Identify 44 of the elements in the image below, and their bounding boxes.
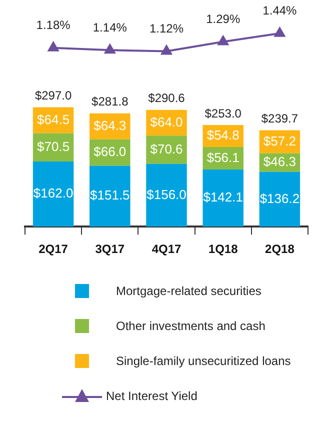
total-label: $297.0 — [34, 88, 72, 103]
legend-label: Single-family unsecuritized loans — [116, 354, 291, 368]
data-label: $66.0 — [94, 144, 126, 160]
data-label: $64.5 — [37, 112, 70, 127]
x-tick-label: 1Q18 — [208, 242, 238, 256]
total-label: $290.6 — [148, 91, 186, 106]
total-label: $239.7 — [261, 112, 298, 126]
bar — [32, 162, 74, 227]
legend-label: Mortgage-related securities — [116, 284, 262, 298]
point — [48, 42, 59, 52]
bar — [146, 164, 187, 227]
x-tick-label: 2Q18 — [265, 242, 295, 256]
total-label: $281.8 — [92, 94, 129, 109]
data-label: $151.5 — [90, 188, 130, 203]
x-tick-label: 4Q17 — [152, 242, 182, 256]
data-label: 1.12% — [149, 22, 184, 36]
data-label: $64.3 — [94, 118, 126, 133]
data-label: $142.1 — [203, 190, 243, 205]
data-label: $136.2 — [260, 190, 300, 206]
legend-label: Net Interest Yield — [106, 388, 198, 402]
point — [161, 45, 172, 55]
bar — [259, 172, 300, 227]
data-label: $54.8 — [206, 128, 240, 143]
point — [218, 36, 228, 46]
data-label: $70.5 — [37, 138, 70, 154]
x-tick-label: 2Q17 — [38, 242, 68, 256]
data-label: 1.18% — [36, 18, 71, 32]
data-label: $70.6 — [150, 141, 183, 156]
legend-label: Other investments and cash — [116, 318, 266, 332]
point — [274, 27, 286, 37]
data-label: 1.44% — [262, 4, 298, 18]
data-label: 1.14% — [92, 20, 128, 34]
data-label: 1.29% — [206, 12, 240, 26]
data-label: $57.2 — [263, 133, 296, 148]
bar — [90, 166, 130, 227]
total-label: $253.0 — [204, 106, 242, 120]
data-label: $56.1 — [206, 150, 240, 165]
data-label: $64.0 — [150, 114, 183, 130]
x-tick-label: 3Q17 — [95, 242, 125, 256]
point — [104, 44, 116, 54]
data-label: $46.3 — [263, 154, 296, 170]
data-label: $156.0 — [146, 186, 186, 202]
bar — [202, 170, 244, 227]
data-label: $162.0 — [33, 186, 74, 201]
